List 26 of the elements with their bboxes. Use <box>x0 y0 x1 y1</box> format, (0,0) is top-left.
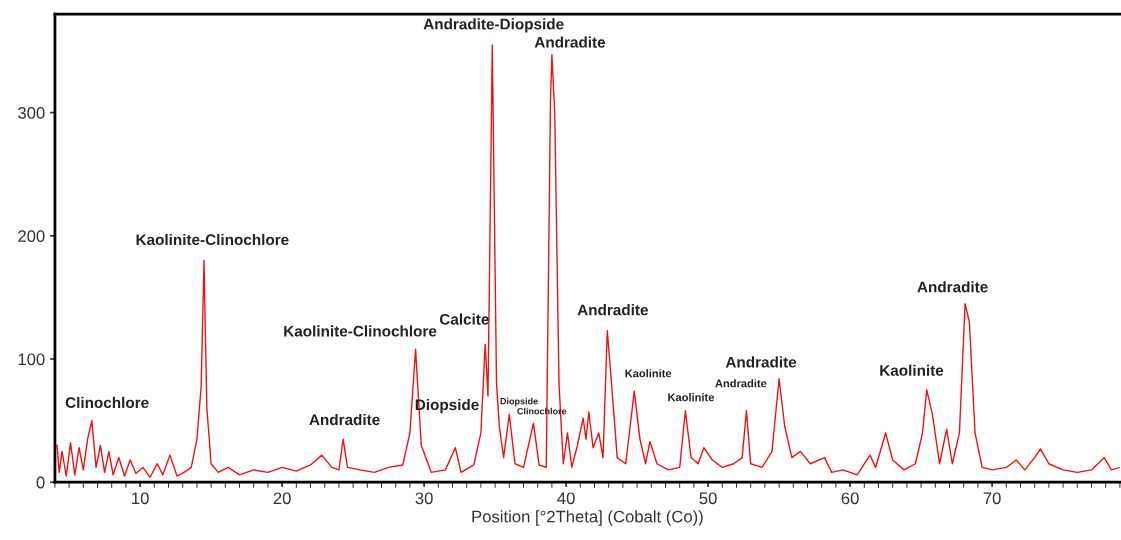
x-tick-label: 30 <box>415 492 433 505</box>
x-tick-label: 70 <box>983 492 1001 505</box>
x-axis-title: Position [°2Theta] (Cobalt (Co)) <box>472 510 703 526</box>
annotation: Kaolinite-Clinochlore <box>284 325 437 337</box>
annotation: Kaolinite <box>668 393 715 402</box>
annotation: Andradite <box>577 304 648 316</box>
annotation: Andradite <box>534 36 606 48</box>
annotation: Kaolinite-Clinochlore <box>136 233 289 246</box>
annotation: Andradite <box>725 356 797 368</box>
y-tick-label: 100 <box>18 353 45 366</box>
x-tick-label: 20 <box>273 492 291 505</box>
annotation: Andradite <box>917 281 988 293</box>
x-tick-label: 10 <box>132 492 149 505</box>
annotation: Andradite <box>715 379 767 388</box>
y-tick-label: 300 <box>18 107 45 119</box>
y-tick-label: 0 <box>36 476 45 489</box>
x-tick-label: 60 <box>841 492 859 505</box>
annotation: Andradite <box>309 413 380 426</box>
annotation: Andradite-Diopside <box>423 18 564 33</box>
annotation: Diopside <box>500 397 538 407</box>
y-tick-label: 200 <box>18 230 45 243</box>
x-tick-label: 50 <box>699 492 717 505</box>
annotation: Clinochlore <box>65 396 149 409</box>
x-tick-label: 40 <box>557 492 575 505</box>
annotation: Kaolinite <box>625 369 672 378</box>
annotation: Kaolinite <box>880 364 944 376</box>
